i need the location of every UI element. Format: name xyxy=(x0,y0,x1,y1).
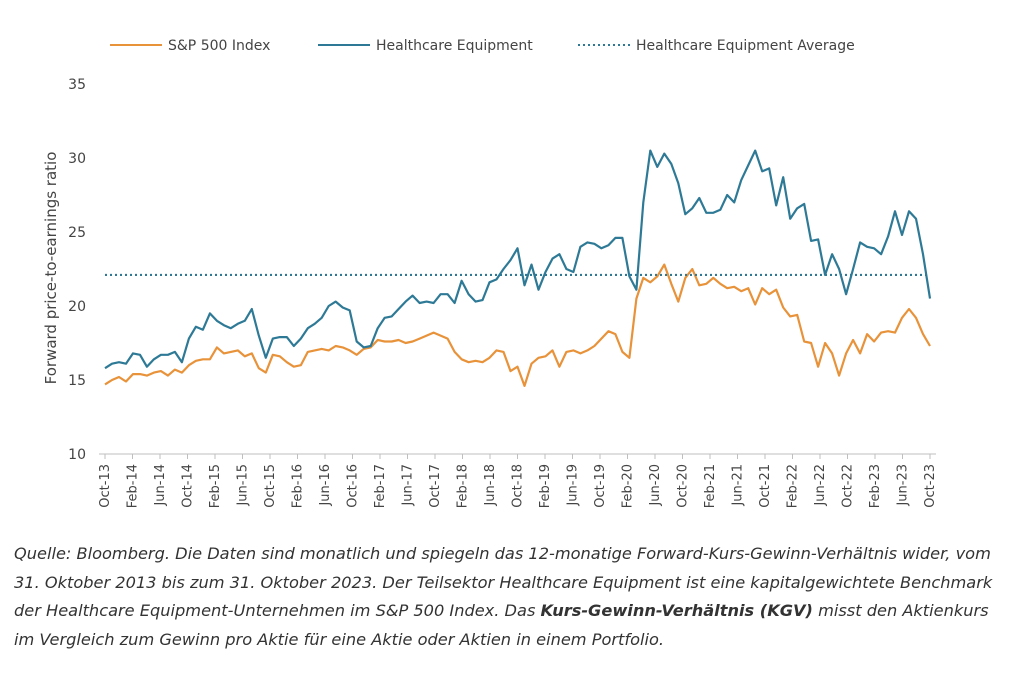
caption-text-2: misst den Aktienkurs im Vergleich zum Ge… xyxy=(14,601,989,649)
x-tick-label: Feb-23 xyxy=(868,464,883,508)
chart: S&P 500 Index Healthcare Equipment Healthc… xyxy=(42,38,938,508)
x-tick-label: Oct-22 xyxy=(841,464,856,508)
x-tick-label: Oct-17 xyxy=(428,464,443,508)
x-tick-label: Jun-23 xyxy=(896,464,911,507)
x-tick-label: Feb-19 xyxy=(538,464,553,508)
x-tick-label: Jun-21 xyxy=(731,464,746,507)
legend-label-healthcare-equipment: Healthcare Equipment xyxy=(376,38,533,54)
x-tick-label: Oct-20 xyxy=(676,464,691,508)
x-tick-label: Feb-15 xyxy=(208,464,223,508)
x-tick-label: Oct-15 xyxy=(263,464,278,508)
x-tick-label: Oct-21 xyxy=(758,464,773,508)
x-axis: Oct-13 Feb-14 Jun-14 Oct-14 Feb-15 Jun-15 Oct-… xyxy=(98,453,938,508)
x-tick-label: Feb-18 xyxy=(456,464,471,508)
x-tick-label: Jun-20 xyxy=(648,464,663,507)
legend-label-s-p-500-index: S&P 500 Index xyxy=(168,38,270,54)
y-tick-label: 25 xyxy=(68,225,86,241)
x-tick-label: Jun-17 xyxy=(401,464,416,507)
x-tick-label: Feb-17 xyxy=(373,464,388,508)
y-tick-label: 35 xyxy=(68,77,86,93)
x-tick-label: Jun-16 xyxy=(318,464,333,507)
x-tick-label: Oct-16 xyxy=(346,464,361,508)
caption: Quelle: Bloomberg. Die Daten sind monatl… xyxy=(14,540,999,654)
caption-bold-term: Kurs-Gewinn-Verhältnis (KGV) xyxy=(540,601,813,620)
x-tick-label: Feb-22 xyxy=(786,464,801,508)
y-tick-label: 15 xyxy=(68,373,86,389)
x-tick-label: Feb-16 xyxy=(291,464,306,508)
series-line-s-p-500-index xyxy=(104,263,931,387)
x-tick-label: Oct-19 xyxy=(593,464,608,508)
y-tick-label: 10 xyxy=(68,447,86,463)
caption-text-1: Quelle: Bloomberg. Die Daten sind monatl… xyxy=(14,544,993,620)
x-tick-label: Jun-22 xyxy=(813,464,828,507)
y-tick-label: 30 xyxy=(68,151,86,167)
legend-label-healthcare-equipment-average: Healthcare Equipment Average xyxy=(636,38,855,54)
x-tick-label: Feb-14 xyxy=(126,464,141,508)
x-tick-label: Oct-23 xyxy=(923,464,938,508)
x-tick-label: Feb-21 xyxy=(703,464,718,508)
x-tick-label: Jun-14 xyxy=(153,464,168,507)
y-axis-label: Forward price-to-earnings ratio xyxy=(42,152,60,385)
series-layer xyxy=(104,149,932,387)
x-tick-label: Oct-18 xyxy=(511,464,526,508)
series-line-healthcare-equipment xyxy=(104,149,932,370)
y-axis-ticks: 10 15 20 25 30 35 xyxy=(68,77,86,463)
x-tick-label: Oct-13 xyxy=(98,464,113,508)
y-tick-label: 20 xyxy=(68,299,86,315)
x-tick-label: Jun-18 xyxy=(483,464,498,507)
legend: S&P 500 Index Healthcare Equipment Healthc… xyxy=(110,38,855,54)
x-tick-label: Oct-14 xyxy=(181,464,196,508)
x-tick-label: Feb-20 xyxy=(621,464,636,508)
x-tick-label: Jun-19 xyxy=(566,464,581,507)
x-tick-label: Jun-15 xyxy=(236,464,251,507)
